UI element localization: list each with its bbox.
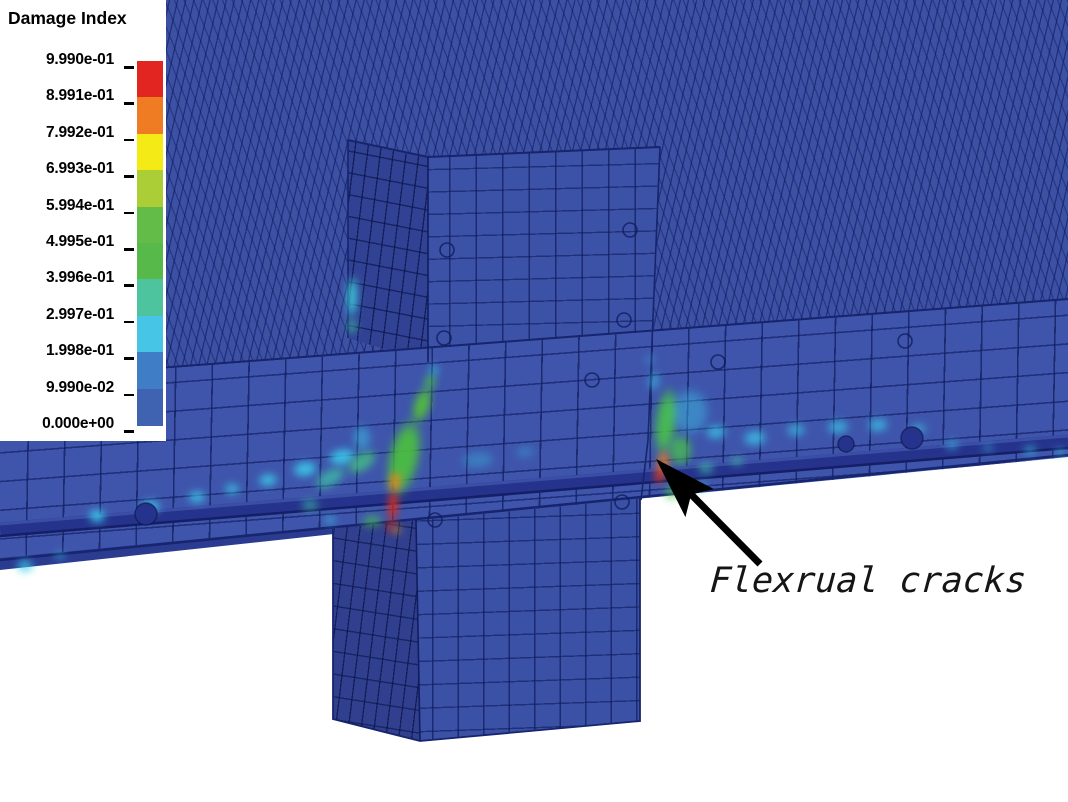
annotation-arrow <box>656 459 763 567</box>
rebar-outline-circle <box>439 242 455 258</box>
legend-color-segment <box>137 97 163 135</box>
rebar-strip-shadow <box>0 446 1068 538</box>
legend-color-segment <box>137 133 163 171</box>
rebar-filled-circle <box>837 435 855 453</box>
legend-title: Damage Index <box>8 8 127 28</box>
legend-tick-mark <box>124 138 134 142</box>
legend-tick-label: 0.000e+00 <box>42 415 114 432</box>
rebar-outline-circle <box>616 312 632 328</box>
rebar-outline-circle <box>584 372 600 388</box>
legend-tick-mark <box>124 66 134 69</box>
legend-color-segment <box>137 352 163 390</box>
legend-tick-mark <box>124 393 134 397</box>
legend-tick-label: 1.998e-01 <box>45 342 114 360</box>
annotation-label: Flexrual cracks <box>708 561 1028 601</box>
slab-front-arris <box>0 298 1068 381</box>
arrow-shaft <box>688 492 763 567</box>
beam-bottom-edge <box>0 453 1068 562</box>
rebar-outline-circle <box>622 222 638 238</box>
rebar-filled-circle <box>900 426 924 450</box>
rebar-filled-circle <box>134 502 158 526</box>
legend-tick-mark <box>124 102 134 105</box>
legend-tick-label: 9.990e-02 <box>45 378 114 396</box>
rebar-marker-circles <box>134 222 924 528</box>
legend-tick-label: 2.997e-01 <box>45 305 114 323</box>
legend-tick-mark <box>124 320 134 324</box>
colorbar-legend: Damage Index 9.990e-01 8.991e-01 7.992e-01… <box>0 0 166 441</box>
legend-tick-mark <box>124 284 134 287</box>
legend-tick-mark <box>124 357 134 360</box>
legend-tick-label: 3.996e-01 <box>45 269 114 287</box>
legend-tick-label: 9.990e-01 <box>45 51 114 68</box>
legend-tick-label: 8.991e-01 <box>45 87 114 105</box>
rebar-outline-circle <box>710 354 726 370</box>
legend-color-segment <box>137 279 163 317</box>
lower-column-front-left-edge <box>415 519 421 742</box>
legend-tick-mark <box>124 211 134 215</box>
rebar-outline-circle <box>614 494 630 510</box>
legend-tick-mark <box>124 175 134 178</box>
rebar-outline-circle <box>436 330 452 346</box>
legend-color-segment <box>137 206 163 244</box>
legend-tick-mark <box>124 248 134 251</box>
rebar-outline-circle <box>427 512 443 528</box>
rebar-outline-circle <box>897 333 913 349</box>
legend-color-segment <box>137 170 163 208</box>
legend-tick-label: 6.993e-01 <box>45 160 114 178</box>
rebar-strip-highlight <box>0 434 1068 526</box>
legend-tick-label: 4.995e-01 <box>45 233 114 250</box>
rebar-strip <box>0 434 1068 536</box>
legend-tick-mark <box>124 430 134 433</box>
legend-color-segment <box>137 61 163 98</box>
legend-tick-label: 7.992e-01 <box>45 123 114 141</box>
legend-color-segment <box>137 315 163 353</box>
legend-color-segment <box>137 243 163 280</box>
legend-color-segment <box>137 388 163 426</box>
legend-tick-label: 5.994e-01 <box>45 196 114 214</box>
